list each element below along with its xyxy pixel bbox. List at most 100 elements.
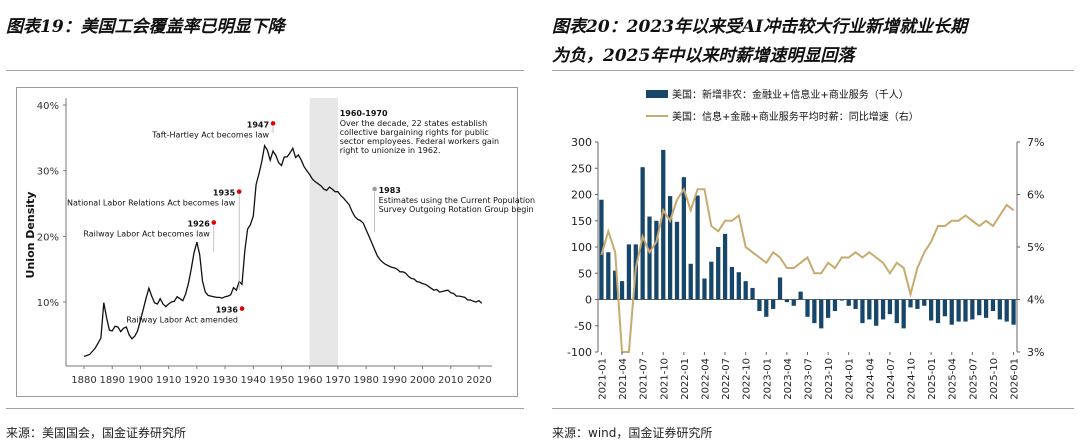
left-top-divider xyxy=(6,70,524,71)
decade-note-text: Over the decade, 22 states establish xyxy=(340,119,487,128)
x-tick-label: 1980 xyxy=(353,375,378,386)
payroll-bar xyxy=(681,177,686,300)
payroll-bar xyxy=(777,277,783,300)
payroll-bar xyxy=(922,299,927,306)
payroll-bar xyxy=(791,299,796,306)
payroll-bar xyxy=(874,299,879,326)
x-tick-label: 2021-01 xyxy=(597,358,608,400)
payroll-bar xyxy=(853,299,858,309)
decade-note-title: 1960-1970 xyxy=(340,109,388,118)
left-chart-title: 图表19：美国工会覆盖率已明显下降 xyxy=(6,17,285,37)
x-tick-label: 2022-10 xyxy=(742,358,753,400)
x-tick-label: 1940 xyxy=(241,375,266,386)
payroll-bar xyxy=(887,299,893,315)
payroll-bar xyxy=(956,299,961,322)
payroll-bar xyxy=(880,299,886,320)
payroll-bar xyxy=(743,281,748,300)
payroll-bar xyxy=(990,299,996,312)
annotation-text-1936: Railway Labor Act amended xyxy=(126,316,238,325)
right-top-divider xyxy=(552,70,1074,71)
x-tick-label: 2023-07 xyxy=(804,358,815,400)
payroll-bar xyxy=(825,299,831,318)
payroll-bar xyxy=(764,299,769,317)
left-y-tick-label: 100 xyxy=(571,241,592,254)
x-tick-label: 1880 xyxy=(71,375,96,386)
left-y-tick-label: -50 xyxy=(574,320,592,333)
payroll-bar xyxy=(894,299,899,324)
payroll-bar xyxy=(942,299,948,317)
x-tick-label: 2021-10 xyxy=(659,358,670,400)
payroll-bar xyxy=(908,299,913,308)
x-tick-label: 1930 xyxy=(212,375,237,386)
payroll-bar xyxy=(784,299,790,303)
payroll-bar xyxy=(798,291,803,300)
x-tick-label: 2022-04 xyxy=(701,358,712,400)
x-tick-label: 2025-01 xyxy=(927,358,938,400)
payroll-bar xyxy=(1011,299,1016,325)
annotation-text-1983: Estimates using the Current Population xyxy=(379,196,536,205)
x-tick-label: 1950 xyxy=(269,375,294,386)
x-tick-label: 1960 xyxy=(297,375,322,386)
x-tick-label: 2021-04 xyxy=(618,358,629,400)
payroll-bar xyxy=(819,299,824,329)
annotation-text-1983: Survey Outgoing Rotation Group begin xyxy=(379,205,534,214)
y-axis-title: Union Density xyxy=(24,192,37,279)
payroll-bar xyxy=(729,266,735,300)
payroll-bar xyxy=(722,233,728,300)
legend-label-line: 美国：信息+金融+商业服务平均时薪：同比增速（右） xyxy=(672,110,919,123)
legend-swatch-bar xyxy=(646,90,668,98)
payroll-bar xyxy=(846,299,851,306)
left-y-tick-label: 250 xyxy=(571,162,592,175)
decade-note-text: sector employees. Federal workers gain xyxy=(340,137,499,146)
annotation-text-1947: Taft-Hartley Act becomes law xyxy=(151,130,269,139)
x-tick-label: 2023-10 xyxy=(824,358,835,400)
annotation-year-1935: 1935 xyxy=(213,189,236,198)
payroll-bar xyxy=(688,263,693,300)
x-tick-label: 2026-01 xyxy=(1010,358,1021,400)
right-bottom-divider xyxy=(552,408,1074,409)
annotation-year-1936: 1936 xyxy=(216,306,239,315)
payroll-bar xyxy=(667,196,673,300)
payroll-bar xyxy=(1004,299,1009,322)
x-tick-label: 2024-10 xyxy=(907,358,918,400)
y-tick-label: 30% xyxy=(37,167,59,178)
right-y-tick-label: 7% xyxy=(1027,136,1044,149)
x-tick-label: 2021-07 xyxy=(639,358,650,400)
left-source-note: 来源：美国国会，国金证券研究所 xyxy=(6,426,187,440)
payroll-bar xyxy=(832,299,838,312)
payroll-bar xyxy=(674,221,680,300)
payroll-bar xyxy=(695,195,700,300)
annotation-marker-1926 xyxy=(211,220,217,225)
payroll-bar xyxy=(963,299,968,322)
decade-note-text: collective bargaining rights for public xyxy=(340,128,489,137)
x-tick-label: 2023-01 xyxy=(762,358,773,400)
x-tick-label: 2020 xyxy=(466,375,491,386)
payroll-bar xyxy=(867,299,872,320)
payroll-bar xyxy=(606,252,611,300)
union-density-chart-frame xyxy=(16,87,518,397)
legend-label-bar: 美国：新增非农：金融业+信息业+商业服务（千人） xyxy=(672,88,909,101)
payroll-bar xyxy=(935,299,941,324)
x-tick-label: 2025-10 xyxy=(989,358,1000,400)
right-y-tick-label: 3% xyxy=(1027,346,1044,359)
payroll-bar xyxy=(929,299,934,321)
annotation-marker-1935 xyxy=(236,189,242,194)
payroll-bar xyxy=(736,272,741,300)
right-y-tick-label: 4% xyxy=(1027,294,1044,307)
payroll-bar xyxy=(805,299,810,317)
x-tick-label: 1990 xyxy=(382,375,407,386)
left-y-tick-label: 200 xyxy=(571,189,592,202)
y-tick-label: 40% xyxy=(37,101,59,112)
left-bottom-divider xyxy=(6,408,524,409)
right-y-tick-label: 5% xyxy=(1027,241,1044,254)
annotation-marker-1983 xyxy=(372,186,377,192)
x-tick-label: 2010 xyxy=(438,375,463,386)
payroll-bar xyxy=(599,199,604,300)
payroll-bar xyxy=(702,278,707,300)
x-tick-label: 2024-07 xyxy=(886,358,897,400)
right-source-note: 来源：wind，国金证券研究所 xyxy=(552,426,713,440)
left-y-tick-label: 300 xyxy=(571,136,592,149)
payroll-bar xyxy=(709,261,714,300)
right-chart-title-line1: 图表20：2023年以来受AI冲击较大行业新增就业长期 xyxy=(552,17,968,37)
x-tick-label: 2022-01 xyxy=(680,358,691,400)
